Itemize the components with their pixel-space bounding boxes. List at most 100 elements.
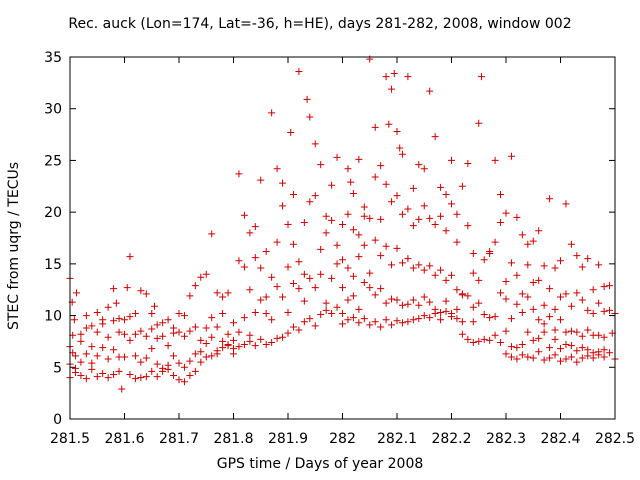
data-point	[480, 311, 488, 319]
data-point	[115, 315, 123, 323]
data-point	[469, 269, 477, 277]
data-point	[584, 306, 592, 314]
data-point	[333, 260, 341, 268]
data-point	[284, 308, 292, 316]
data-point	[235, 343, 243, 351]
data-point	[142, 354, 150, 362]
data-point	[142, 332, 150, 340]
data-point	[442, 191, 450, 199]
data-point	[420, 293, 428, 301]
data-point	[546, 344, 554, 352]
data-point	[464, 335, 472, 343]
data-point	[186, 357, 194, 365]
data-point	[606, 282, 614, 290]
data-point	[322, 299, 330, 307]
data-point	[420, 312, 428, 320]
y-axis-label: STEC from uqrg / TECUs	[6, 161, 22, 331]
data-point	[246, 337, 254, 345]
data-point	[507, 343, 515, 351]
data-point	[191, 323, 199, 331]
data-point	[448, 156, 455, 164]
data-point	[110, 346, 118, 354]
data-point	[524, 261, 532, 269]
data-point	[300, 270, 308, 278]
data-point	[606, 349, 614, 357]
data-point	[573, 328, 581, 336]
data-point	[93, 308, 101, 316]
data-point	[344, 264, 352, 272]
data-point	[219, 344, 227, 352]
data-point	[115, 367, 123, 375]
data-point	[396, 144, 404, 152]
data-point	[437, 316, 445, 324]
data-point	[347, 178, 355, 186]
data-point	[328, 181, 336, 189]
data-point	[300, 218, 308, 226]
data-point	[104, 333, 112, 341]
data-point	[126, 336, 134, 344]
data-point	[240, 263, 248, 271]
data-point	[306, 315, 314, 323]
data-point	[600, 283, 608, 291]
data-point	[110, 317, 118, 325]
data-point	[382, 242, 390, 250]
data-point	[295, 326, 303, 334]
data-point	[82, 312, 90, 320]
data-point	[99, 344, 107, 352]
data-point	[349, 190, 357, 198]
data-point	[118, 385, 126, 393]
x-tick-label: 281.8	[213, 431, 253, 447]
data-point	[284, 263, 292, 271]
data-point	[131, 330, 139, 338]
data-point	[371, 123, 379, 131]
data-point	[578, 332, 586, 340]
data-point	[518, 308, 526, 316]
data-point	[529, 354, 537, 362]
data-point	[524, 240, 532, 248]
data-point	[475, 119, 483, 127]
data-point	[551, 335, 559, 343]
x-tick-label: 282	[329, 431, 356, 447]
data-point	[93, 328, 101, 336]
data-point	[578, 354, 586, 362]
data-point	[486, 250, 494, 258]
data-point	[328, 310, 336, 318]
data-point	[137, 358, 145, 366]
data-point	[442, 307, 450, 315]
data-point	[180, 332, 188, 340]
data-point	[595, 331, 603, 339]
data-point	[257, 335, 265, 343]
data-point	[251, 254, 259, 262]
data-point	[393, 317, 401, 325]
data-point	[131, 375, 139, 383]
data-point	[333, 153, 341, 161]
data-point	[137, 327, 145, 335]
data-point	[573, 358, 581, 366]
y-tick-label: 0	[53, 412, 62, 428]
data-point	[453, 305, 461, 313]
data-point	[437, 183, 445, 191]
data-point	[448, 271, 455, 279]
data-point	[115, 328, 123, 336]
data-point	[300, 297, 308, 305]
data-point	[546, 354, 554, 362]
data-point	[355, 253, 363, 261]
data-point	[524, 353, 532, 361]
data-point	[251, 308, 259, 316]
data-point	[148, 325, 156, 333]
data-point	[366, 269, 374, 277]
data-point	[311, 284, 319, 292]
data-point	[77, 372, 85, 380]
data-point	[148, 345, 156, 353]
data-point	[584, 326, 592, 334]
data-point	[448, 313, 455, 321]
data-point	[175, 328, 183, 336]
data-point	[224, 330, 232, 338]
data-point	[431, 271, 439, 279]
data-point	[202, 339, 210, 347]
data-point	[415, 315, 423, 323]
data-point	[584, 255, 592, 263]
data-point	[589, 310, 597, 318]
data-point	[251, 223, 259, 231]
data-point	[567, 353, 575, 361]
